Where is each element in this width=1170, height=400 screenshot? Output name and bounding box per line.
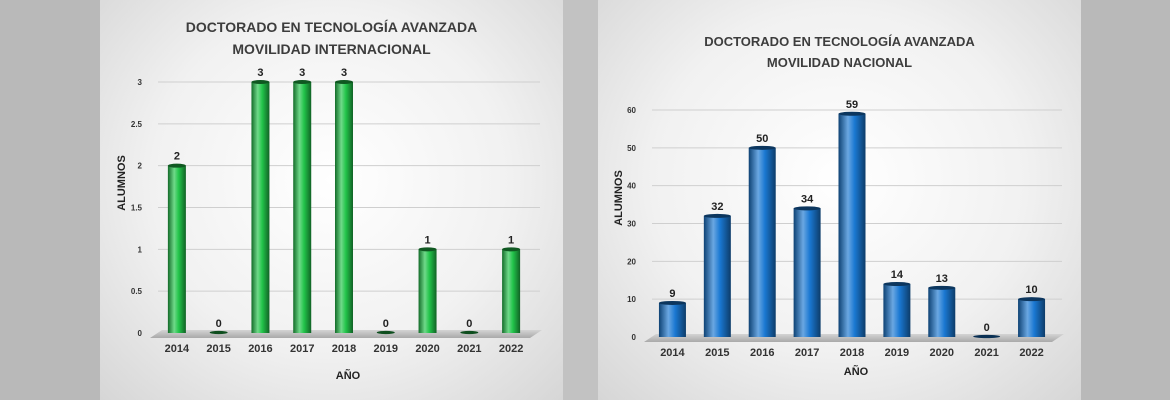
y-axis-title: ALUMNOS [613,170,625,226]
chart-title-line1: DOCTORADO EN TECNOLOGÍA AVANZADA [704,34,975,49]
chart-panel-nacional: DOCTORADO EN TECNOLOGÍA AVANZADA MOVILID… [598,0,1081,400]
x-tick-label: 2017 [795,347,819,359]
data-label: 9 [669,288,675,300]
data-label: 0 [466,318,472,330]
y-tick-label: 3 [138,78,143,87]
x-tick-label: 2019 [374,343,398,355]
bar-2022 [1018,297,1046,337]
data-label: 34 [801,193,814,205]
bar-2017 [293,80,312,333]
x-tick-label: 2018 [332,343,356,355]
bar-2018 [838,111,866,338]
x-tick-label: 2021 [457,343,481,355]
bar-2018 [335,80,353,333]
y-tick-label: 2.5 [131,120,143,129]
x-tick-label: 2015 [705,347,729,359]
data-label: 3 [341,67,347,79]
data-label: 50 [756,133,768,145]
bar-2020 [418,247,437,333]
x-axis-title: AÑO [844,365,869,378]
y-tick-label: 1.5 [131,204,143,213]
chart-title: DOCTORADO EN TECNOLOGÍA AVANZADA MOVILID… [598,31,1081,73]
y-tick-label: 40 [627,182,636,191]
x-tick-label: 2016 [750,347,774,359]
chart-title-line1: DOCTORADO EN TECNOLOGÍA AVANZADA [185,19,478,35]
y-tick-label: 60 [627,106,636,115]
chart-floor [150,330,542,338]
x-tick-label: 2022 [1019,347,1043,359]
y-tick-label: 1 [138,245,143,254]
bar-2017 [793,206,821,337]
data-label: 13 [936,273,948,285]
panel-divider [563,0,598,400]
y-tick-label: 0.5 [131,287,143,296]
y-tick-label: 20 [627,257,636,266]
bar-chart-nacional: 0 10 20 30 40 50 60 9 2014 32 2015 50 2016 34 2017 59 20… [613,99,1064,378]
bar-2016 [251,80,270,333]
bar-2014 [167,163,186,333]
x-tick-label: 2017 [290,343,314,355]
chart-title-line2: MOVILIDAD INTERNACIONAL [232,41,431,57]
x-tick-label: 2021 [974,347,998,359]
y-tick-label: 30 [627,220,636,229]
bar-2021 [460,330,479,335]
bar-2019 [883,282,911,337]
x-tick-label: 2022 [499,343,523,355]
bar-2014 [658,300,686,337]
x-tick-label: 2014 [660,347,685,359]
data-label: 0 [383,318,389,330]
data-label: 0 [984,322,990,334]
y-axis-title: ALUMNOS [116,155,128,211]
x-tick-label: 2016 [248,343,272,355]
bar-2022 [502,247,521,333]
bar-2021 [973,334,1001,339]
y-tick-label: 0 [632,333,637,342]
data-label: 2 [174,151,180,163]
data-label: 14 [891,269,904,281]
y-tick-label: 10 [627,295,636,304]
bar-2015 [209,330,228,335]
data-label: 59 [846,99,858,111]
x-tick-label: 2020 [930,347,954,359]
data-label: 32 [711,201,723,213]
data-label: 1 [424,234,430,246]
x-tick-label: 2019 [885,347,909,359]
bar-2016 [748,145,776,337]
bar-2015 [703,213,731,337]
bar-2019 [376,330,395,335]
data-label: 3 [257,67,263,79]
y-tick-label: 0 [138,329,143,338]
x-tick-label: 2015 [206,343,230,355]
data-label: 3 [299,67,305,79]
x-axis-title: AÑO [336,369,361,382]
bar-chart-internacional: 0 0.5 1 1.5 2 2.5 3 2 2014 0 2015 3 2016 3 2017 3 2018 0 2… [116,67,542,382]
x-tick-label: 2020 [415,343,439,355]
x-tick-label: 2014 [165,343,190,355]
chart-panel-internacional: DOCTORADO EN TECNOLOGÍA AVANZADA MOVILID… [100,0,563,400]
chart-title-line2: MOVILIDAD NACIONAL [766,55,913,70]
y-tick-label: 50 [627,144,636,153]
data-label: 10 [1025,284,1037,296]
data-label: 0 [216,318,222,330]
bar-2020 [928,285,956,337]
data-label: 1 [508,234,514,246]
x-tick-label: 2018 [840,347,864,359]
y-tick-label: 2 [138,162,143,171]
chart-title: DOCTORADO EN TECNOLOGÍA AVANZADA MOVILID… [100,16,563,60]
